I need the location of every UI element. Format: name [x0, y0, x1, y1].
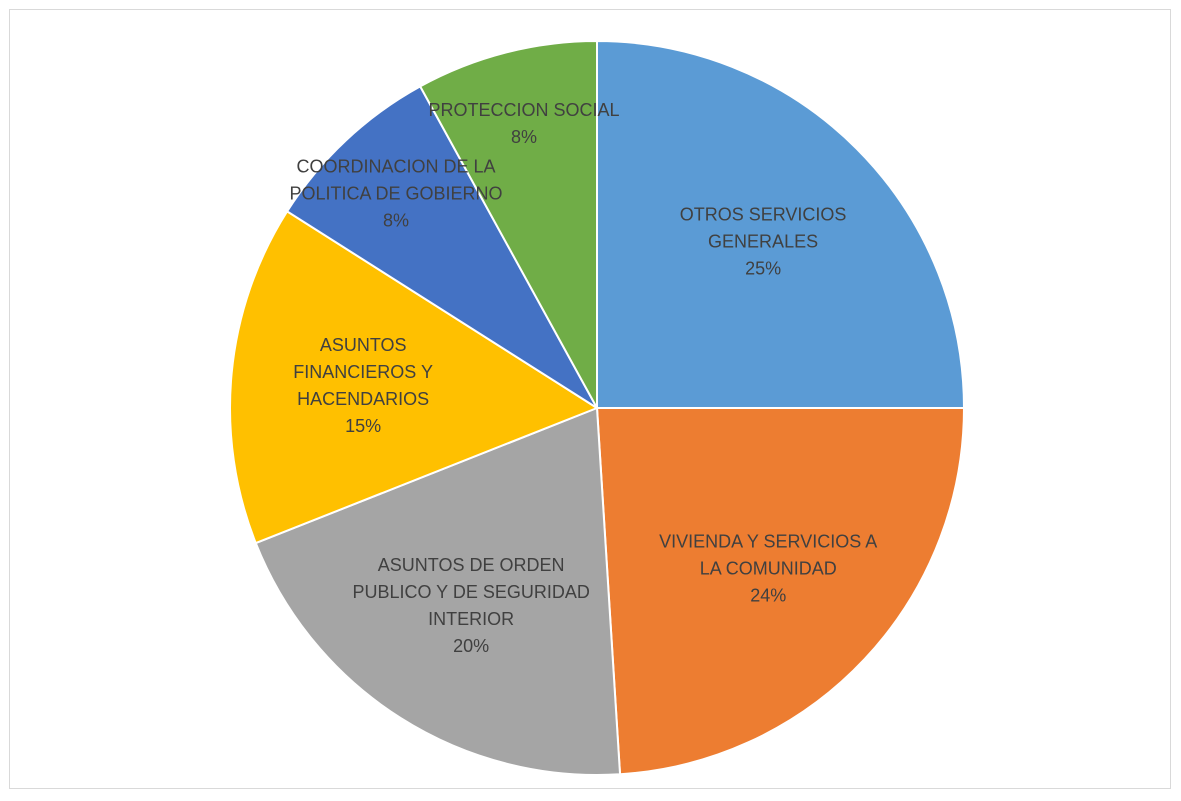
pie-slice: [229, 209, 600, 545]
pie-slice: [285, 85, 598, 409]
pie-slice: [418, 39, 598, 409]
category-label: PROTECCION SOCIAL: [428, 99, 620, 120]
category-label: ASUNTOS DE ORDEN PUBLICO Y DE SEGURIDAD …: [352, 555, 590, 630]
percent-label: 25%: [745, 258, 782, 279]
category-label: VIVIENDA Y SERVICIOS A LA COMUNIDAD: [659, 531, 878, 579]
percent-label: 20%: [453, 636, 490, 657]
percent-label: 8%: [383, 210, 410, 231]
data-label: COORDINACION DE LA POLITICA DE GOBIERNO 8…: [279, 153, 514, 234]
percent-label: 24%: [750, 585, 787, 606]
category-label: ASUNTOS FINANCIEROS Y HACENDARIOS: [293, 334, 433, 409]
data-label: VIVIENDA Y SERVICIOS A LA COMUNIDAD 24%: [651, 528, 886, 609]
data-label: ASUNTOS DE ORDEN PUBLICO Y DE SEGURIDAD …: [351, 552, 591, 660]
data-label: PROTECCION SOCIAL 8%: [406, 97, 641, 151]
data-label: ASUNTOS FINANCIEROS Y HACENDARIOS 15%: [288, 332, 438, 440]
pie-slice: [595, 407, 966, 776]
pie-slice: [254, 406, 622, 776]
percent-label: 15%: [345, 415, 382, 436]
percent-label: 8%: [510, 126, 537, 147]
chart-frame: [9, 9, 1171, 789]
category-label: COORDINACION DE LA POLITICA DE GOBIERNO: [289, 156, 503, 204]
category-label: OTROS SERVICIOS GENERALES: [679, 204, 847, 252]
data-label: OTROS SERVICIOS GENERALES 25%: [668, 201, 858, 282]
pie-slice: [596, 39, 966, 409]
